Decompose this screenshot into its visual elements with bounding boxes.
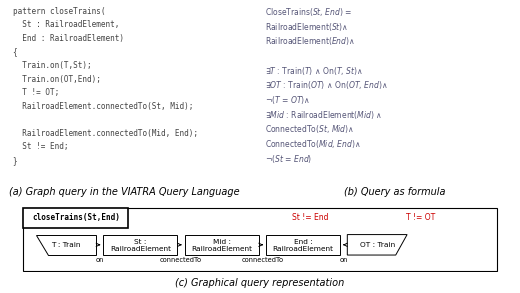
Text: RailroadElement: RailroadElement: [110, 246, 171, 252]
Text: St != End: St != End: [292, 213, 329, 222]
Text: connectedTo: connectedTo: [241, 257, 283, 263]
Text: RailroadElement.connectedTo(Mid, End);: RailroadElement.connectedTo(Mid, End);: [12, 129, 198, 138]
Text: closeTrains(St,End): closeTrains(St,End): [32, 213, 120, 222]
Text: $\neg$($St$ = $End$): $\neg$($St$ = $End$): [265, 153, 313, 164]
Text: T : Train: T : Train: [51, 242, 81, 248]
Text: St :: St :: [134, 239, 147, 246]
Text: }: }: [12, 156, 17, 165]
Text: RailroadElement: RailroadElement: [191, 246, 252, 252]
Text: pattern closeTrains(: pattern closeTrains(: [12, 7, 105, 16]
Text: St : RailroadElement,: St : RailroadElement,: [12, 21, 119, 30]
Text: (c) Graphical query representation: (c) Graphical query representation: [175, 278, 345, 288]
Text: Train.on(T,St);: Train.on(T,St);: [12, 61, 91, 70]
Text: $\exists OT$ : Train($OT$) $\wedge$ On($OT$, $End$)$\wedge$: $\exists OT$ : Train($OT$) $\wedge$ On($…: [265, 79, 388, 91]
Text: RailroadElement: RailroadElement: [272, 246, 333, 252]
Text: Train.on(OT,End);: Train.on(OT,End);: [12, 74, 100, 84]
Text: St != End;: St != End;: [12, 142, 68, 151]
Text: RailroadElement($St$)$\wedge$: RailroadElement($St$)$\wedge$: [265, 21, 348, 33]
Text: T != OT;: T != OT;: [12, 88, 59, 97]
FancyBboxPatch shape: [185, 235, 259, 255]
Text: RailroadElement.connectedTo(St, Mid);: RailroadElement.connectedTo(St, Mid);: [12, 102, 193, 111]
FancyBboxPatch shape: [103, 235, 177, 255]
Text: on: on: [96, 257, 104, 263]
Text: $\exists Mid$ : RailroadElement($Mid$) $\wedge$: $\exists Mid$ : RailroadElement($Mid$) $…: [265, 109, 383, 120]
Text: on: on: [340, 257, 348, 263]
Text: ConnectedTo($Mid$, $End$)$\wedge$: ConnectedTo($Mid$, $End$)$\wedge$: [265, 138, 361, 150]
Polygon shape: [36, 235, 96, 255]
FancyBboxPatch shape: [266, 235, 340, 255]
Text: {: {: [12, 47, 17, 57]
Text: $\exists T$ : Train($T$) $\wedge$ On($T$, $St$)$\wedge$: $\exists T$ : Train($T$) $\wedge$ On($T$…: [265, 65, 363, 76]
Text: $\neg$($T$ = $OT$)$\wedge$: $\neg$($T$ = $OT$)$\wedge$: [265, 94, 310, 106]
Text: ConnectedTo($St$, $Mid$)$\wedge$: ConnectedTo($St$, $Mid$)$\wedge$: [265, 123, 354, 135]
Text: (a) Graph query in the VIATRA Query Language: (a) Graph query in the VIATRA Query Lang…: [9, 187, 240, 197]
Text: CloseTrains($St$, $End$) =: CloseTrains($St$, $End$) =: [265, 6, 353, 18]
FancyBboxPatch shape: [23, 207, 497, 271]
Text: (b) Query as formula: (b) Query as formula: [344, 187, 446, 197]
Text: Mid :: Mid :: [213, 239, 231, 246]
Text: End : RailroadElement): End : RailroadElement): [12, 34, 124, 43]
Text: RailroadElement($End$)$\wedge$: RailroadElement($End$)$\wedge$: [265, 35, 355, 47]
Text: End :: End :: [294, 239, 313, 246]
Text: T != OT: T != OT: [406, 213, 435, 222]
Text: OT : Train: OT : Train: [360, 242, 395, 248]
Polygon shape: [347, 235, 407, 255]
Text: connectedTo: connectedTo: [160, 257, 202, 263]
FancyBboxPatch shape: [23, 207, 128, 228]
